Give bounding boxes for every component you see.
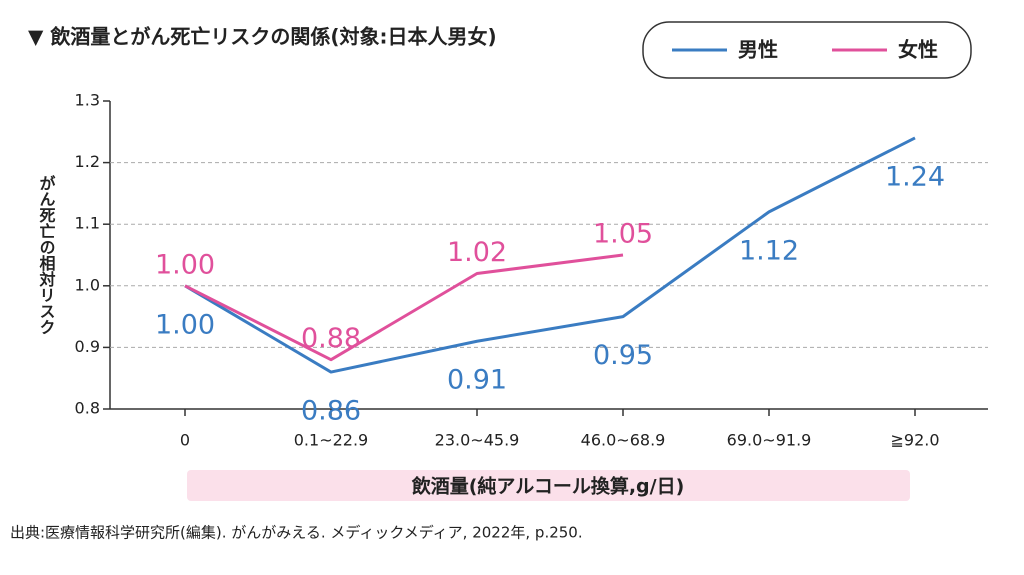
series-line [184,136,916,374]
x-label-band [187,470,910,501]
x-tick-label: ≧92.0 [890,431,939,450]
y-tick-label: 1.2 [75,152,100,171]
y-tick-label: 1.0 [75,275,100,294]
x-tick-label: 69.0~91.9 [727,431,812,450]
y-tick-label: 0.8 [75,399,100,418]
series-line [184,253,624,362]
source: 出典:医療情報科学研究所(編集). がんがみえる. メディックメディア, 202… [10,524,583,542]
y-axis-label: がん死亡の相対リスク [37,174,57,335]
legend-label: 男性 [738,38,778,62]
data-label: 0.86 [301,396,361,427]
data-label: 1.05 [593,219,653,250]
x-tick-label: 46.0~68.9 [581,431,666,450]
x-axis-label: 飲酒量(純アルコール換算,g/日) [411,475,685,498]
data-label: 1.00 [155,309,215,340]
x-tick-label: 0 [180,431,190,450]
data-label: 0.88 [301,323,361,354]
x-tick-label: 23.0~45.9 [435,431,520,450]
legend-label: 女性 [898,38,938,62]
chart-title: ▼ 飲酒量とがん死亡リスクの関係(対象:日本人男女) [28,25,497,49]
y-tick-label: 1.3 [75,91,100,110]
data-label: 1.00 [155,249,215,280]
data-label: 0.91 [447,365,507,396]
data-label: 1.24 [885,161,945,192]
y-tick-label: 1.1 [75,214,100,233]
data-label: 1.02 [447,237,507,268]
legend-box [642,21,972,79]
data-label: 1.12 [739,235,799,266]
data-label: 0.95 [593,340,653,371]
y-tick-label: 0.9 [75,337,100,356]
x-tick-label: 0.1~22.9 [294,431,368,450]
